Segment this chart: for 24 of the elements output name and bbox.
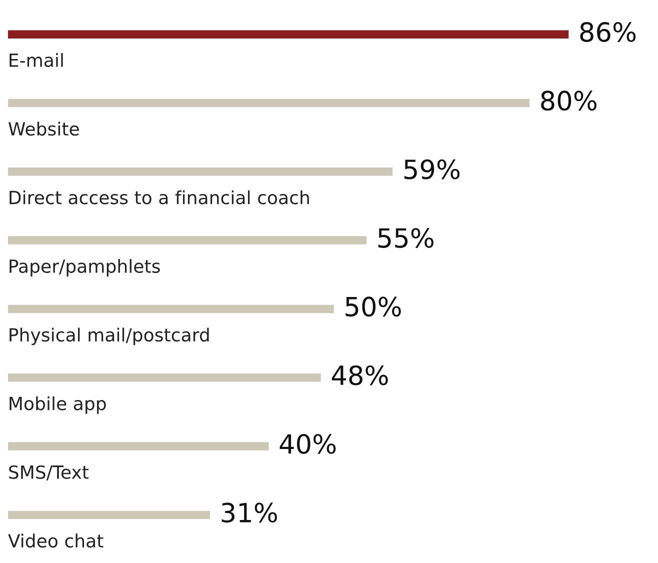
- bar: [8, 168, 393, 176]
- data-label: 59%: [404, 159, 460, 180]
- y-tick-label: Website: [8, 122, 79, 136]
- data-label: 86%: [580, 22, 636, 42]
- data-label: 55%: [378, 228, 434, 248]
- y-tick-label: Direct access to a financial coach: [10, 190, 309, 204]
- data-label: 48%: [332, 365, 388, 386]
- y-tick-label: Mobile app: [10, 396, 106, 414]
- y-tick-label: Video chat: [8, 534, 104, 548]
- y-tick-label: Physical mail/postcard: [10, 328, 209, 346]
- y-tick-label: E-mail: [10, 53, 63, 68]
- bar: [8, 98, 530, 108]
- bar: [8, 304, 334, 314]
- data-label: 31%: [222, 502, 277, 523]
- bar: [8, 374, 321, 382]
- data-label: 40%: [280, 434, 336, 454]
- data-label: 50%: [346, 296, 401, 317]
- y-tick-label: Paper/pamphlets: [10, 259, 160, 277]
- data-label: 80%: [541, 90, 596, 111]
- bar: [8, 236, 367, 244]
- bar: [8, 30, 569, 38]
- y-tick-label: SMS/Text: [9, 465, 89, 480]
- bar: [8, 510, 210, 520]
- bar: [8, 442, 269, 450]
